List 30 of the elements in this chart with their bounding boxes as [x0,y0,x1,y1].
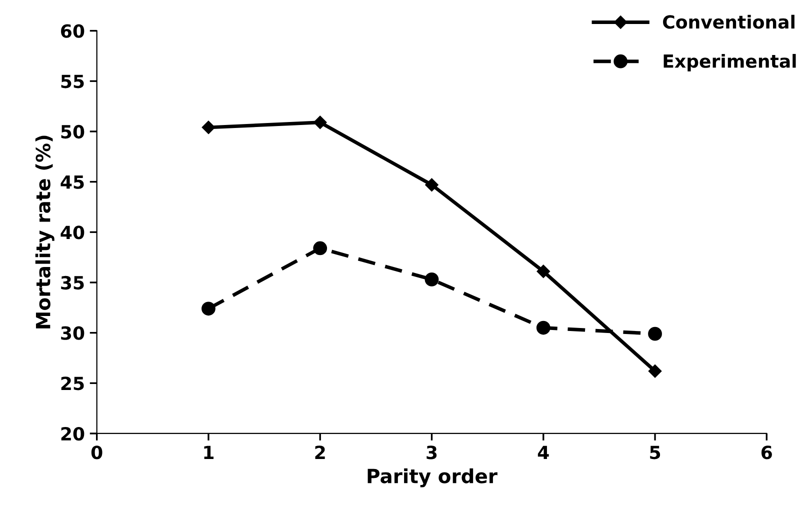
point [648,326,662,341]
x-tick-label: 2 [315,446,325,460]
point [314,116,327,129]
y-tick-label: 25 [61,376,84,390]
x-tick-label: 1 [204,446,214,460]
x-tick-label: 5 [650,446,660,460]
y-tick-label: 55 [61,74,84,88]
point [202,302,216,316]
y-axis-title: Mortality rate (%) [35,136,54,328]
point [424,272,439,286]
point [313,241,328,256]
x-tick-label: 0 [91,446,102,460]
y-tick-label: 30 [61,326,84,340]
y-tick-label: 50 [61,124,84,139]
point [202,120,216,134]
point [648,364,662,378]
x-tick-label: 4 [538,446,549,460]
legend-label: Experimental [664,54,796,72]
y-tick-label: 20 [61,426,84,441]
y-tick-label: 60 [61,24,84,38]
y-tick-label: 35 [61,276,84,290]
x-tick-label: 3 [426,446,437,460]
legend-label: Conventional [663,14,794,29]
point [425,178,438,192]
y-tick-label: 40 [60,226,84,240]
point [536,264,550,278]
point [536,320,550,335]
y-tick-label: 45 [60,175,84,189]
x-axis-title: Parity order [368,468,498,488]
x-tick-label: 6 [761,446,772,460]
